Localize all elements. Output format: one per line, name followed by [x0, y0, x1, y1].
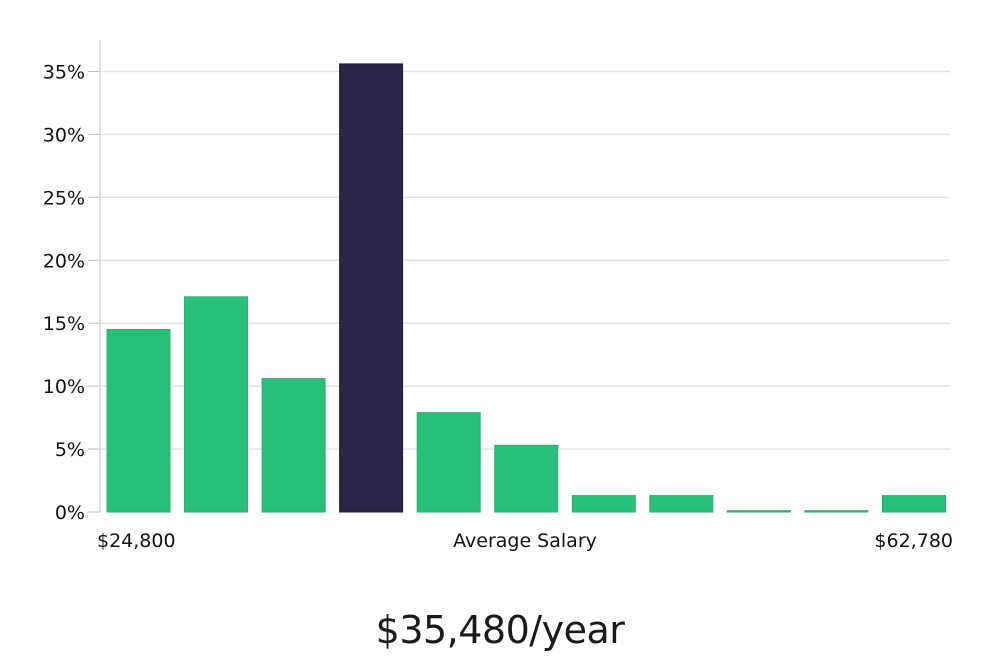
bar	[106, 329, 171, 513]
x-axis-min-label: $24,800	[97, 530, 176, 552]
bar	[494, 444, 559, 513]
y-tick-label: 25%	[43, 187, 85, 209]
bar	[184, 296, 248, 513]
y-tick-label: 15%	[43, 313, 85, 335]
y-axis-ticks: 0% 5% 10% 15% 20% 25% 30% 35%	[43, 61, 100, 524]
bar	[649, 495, 714, 513]
bars	[106, 63, 946, 513]
bar	[416, 412, 481, 513]
salary-histogram-chart: 0% 5% 10% 15% 20% 25% 30% 35% $24,800 Average S…	[43, 40, 953, 552]
y-tick-label: 20%	[43, 250, 85, 272]
y-tick-label: 5%	[55, 439, 85, 461]
highlighted-bar	[339, 63, 404, 513]
bar	[882, 495, 946, 513]
y-tick-label: 30%	[43, 124, 85, 146]
y-tick-label: 35%	[43, 61, 85, 83]
y-tick-label: 0%	[55, 502, 85, 524]
average-salary-value: $35,480/year	[375, 608, 625, 652]
bar	[804, 510, 869, 513]
bar	[571, 495, 636, 513]
bar	[726, 510, 791, 513]
y-tick-label: 10%	[43, 376, 85, 398]
bar	[261, 378, 326, 513]
x-axis-title: Average Salary	[453, 530, 597, 552]
x-axis-max-label: $62,780	[874, 530, 953, 552]
